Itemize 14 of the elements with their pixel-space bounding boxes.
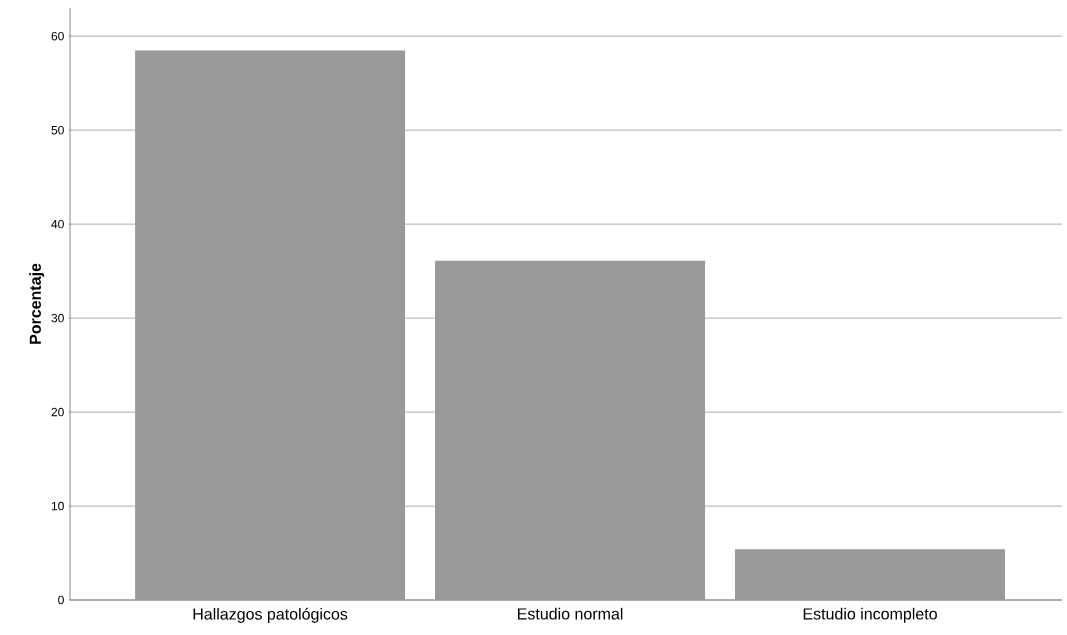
y-tick-label: 50 — [51, 125, 64, 135]
x-tick-label: Estudio normal — [518, 607, 623, 620]
y-tick-label: 60 — [51, 31, 64, 41]
y-tick-label: 20 — [51, 407, 64, 417]
x-tick-label: Estudio incompleto — [803, 607, 937, 623]
bar — [135, 50, 406, 600]
bar — [735, 549, 1006, 600]
y-tick-label: 30 — [51, 313, 64, 323]
bar — [435, 260, 706, 600]
y-tick-label: 10 — [51, 501, 64, 511]
y-axis-title: Porcentaje — [29, 263, 45, 344]
y-tick-label: 40 — [51, 219, 64, 229]
y-tick-label: 0 — [58, 595, 64, 605]
x-tick-label: Hallazgos patológicos — [193, 607, 348, 623]
